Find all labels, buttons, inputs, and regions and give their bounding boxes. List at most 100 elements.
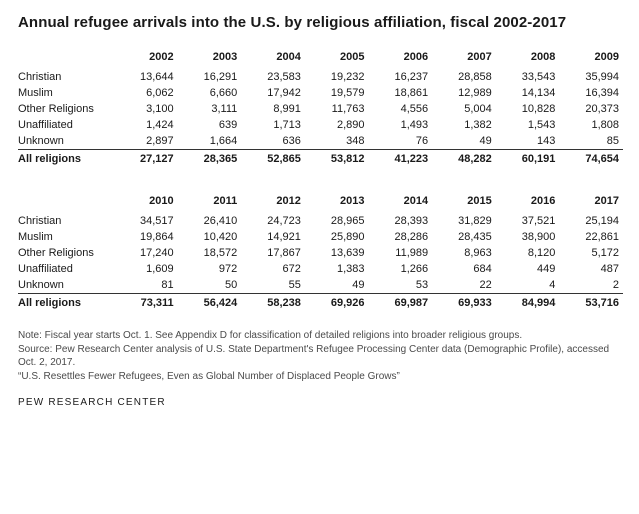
- cell: 18,861: [369, 85, 433, 101]
- cell: 449: [496, 261, 560, 277]
- cell: 5,172: [559, 245, 623, 261]
- cell: 14,134: [496, 85, 560, 101]
- year-header-row: 2010 2011 2012 2013 2014 2015 2016 2017: [18, 193, 623, 213]
- cell: 1,383: [305, 261, 369, 277]
- cell: 6,660: [178, 85, 242, 101]
- cell: 1,424: [114, 117, 178, 133]
- total-row: All religions 27,127 28,365 52,865 53,81…: [18, 150, 623, 168]
- cell: 19,579: [305, 85, 369, 101]
- cell: 81: [114, 277, 178, 294]
- row-label: Unaffiliated: [18, 261, 114, 277]
- cell: 143: [496, 133, 560, 150]
- year-header: 2008: [496, 49, 560, 69]
- cell: 76: [369, 133, 433, 150]
- cell: 24,723: [241, 213, 305, 229]
- refugee-table-block1: 2002 2003 2004 2005 2006 2007 2008 2009 …: [18, 49, 623, 167]
- total-row: All religions 73,311 56,424 58,238 69,92…: [18, 294, 623, 312]
- cell: 49: [432, 133, 496, 150]
- cell: 28,965: [305, 213, 369, 229]
- cell: 14,921: [241, 229, 305, 245]
- cell: 487: [559, 261, 623, 277]
- cell: 28,858: [432, 69, 496, 85]
- cell: 1,493: [369, 117, 433, 133]
- year-header: 2014: [369, 193, 433, 213]
- cell: 2,890: [305, 117, 369, 133]
- cell: 12,989: [432, 85, 496, 101]
- cell: 1,382: [432, 117, 496, 133]
- cell: 672: [241, 261, 305, 277]
- cell: 972: [178, 261, 242, 277]
- year-header: 2003: [178, 49, 242, 69]
- cell: 8,120: [496, 245, 560, 261]
- year-header: 2017: [559, 193, 623, 213]
- total-cell: 73,311: [114, 294, 178, 312]
- cell: 35,994: [559, 69, 623, 85]
- cell: 50: [178, 277, 242, 294]
- year-header: 2010: [114, 193, 178, 213]
- row-label: Unknown: [18, 277, 114, 294]
- cell: 1,609: [114, 261, 178, 277]
- cell: 19,864: [114, 229, 178, 245]
- total-cell: 69,933: [432, 294, 496, 312]
- cell: 16,237: [369, 69, 433, 85]
- table-row: Muslim 6,062 6,660 17,942 19,579 18,861 …: [18, 85, 623, 101]
- cell: 53: [369, 277, 433, 294]
- cell: 49: [305, 277, 369, 294]
- table-row: Unaffiliated 1,424 639 1,713 2,890 1,493…: [18, 117, 623, 133]
- total-cell: 56,424: [178, 294, 242, 312]
- table-row: Other Religions 17,240 18,572 17,867 13,…: [18, 245, 623, 261]
- year-header: 2006: [369, 49, 433, 69]
- cell: 3,100: [114, 101, 178, 117]
- year-header: 2009: [559, 49, 623, 69]
- refugee-table-block2: 2010 2011 2012 2013 2014 2015 2016 2017 …: [18, 193, 623, 311]
- total-cell: 27,127: [114, 150, 178, 168]
- year-header: 2002: [114, 49, 178, 69]
- cell: 4: [496, 277, 560, 294]
- total-cell: 84,994: [496, 294, 560, 312]
- year-header-row: 2002 2003 2004 2005 2006 2007 2008 2009: [18, 49, 623, 69]
- table-row: Muslim 19,864 10,420 14,921 25,890 28,28…: [18, 229, 623, 245]
- row-label: Unknown: [18, 133, 114, 150]
- year-header: 2015: [432, 193, 496, 213]
- cell: 18,572: [178, 245, 242, 261]
- cell: 10,420: [178, 229, 242, 245]
- total-cell: 74,654: [559, 150, 623, 168]
- footnotes: Note: Fiscal year starts Oct. 1. See App…: [18, 329, 623, 383]
- cell: 2: [559, 277, 623, 294]
- cell: 25,194: [559, 213, 623, 229]
- cell: 16,291: [178, 69, 242, 85]
- table-row: Other Religions 3,100 3,111 8,991 11,763…: [18, 101, 623, 117]
- cell: 33,543: [496, 69, 560, 85]
- cell: 37,521: [496, 213, 560, 229]
- table-row: Unknown 2,897 1,664 636 348 76 49 143 85: [18, 133, 623, 150]
- year-header: 2011: [178, 193, 242, 213]
- year-header: 2004: [241, 49, 305, 69]
- total-cell: 41,223: [369, 150, 433, 168]
- total-cell: 28,365: [178, 150, 242, 168]
- total-label: All religions: [18, 150, 114, 168]
- cell: 34,517: [114, 213, 178, 229]
- cell: 684: [432, 261, 496, 277]
- cell: 17,240: [114, 245, 178, 261]
- row-label: Unaffiliated: [18, 117, 114, 133]
- year-header: 2012: [241, 193, 305, 213]
- total-label: All religions: [18, 294, 114, 312]
- cell: 23,583: [241, 69, 305, 85]
- cell: 1,713: [241, 117, 305, 133]
- report-title-text: “U.S. Resettles Fewer Refugees, Even as …: [18, 370, 623, 384]
- total-cell: 53,716: [559, 294, 623, 312]
- table-row: Christian 34,517 26,410 24,723 28,965 28…: [18, 213, 623, 229]
- year-header: 2016: [496, 193, 560, 213]
- total-cell: 53,812: [305, 150, 369, 168]
- table-row: Unknown 81 50 55 49 53 22 4 2: [18, 277, 623, 294]
- cell: 2,897: [114, 133, 178, 150]
- cell: 639: [178, 117, 242, 133]
- cell: 55: [241, 277, 305, 294]
- total-cell: 48,282: [432, 150, 496, 168]
- cell: 28,435: [432, 229, 496, 245]
- source-text: Source: Pew Research Center analysis of …: [18, 343, 623, 370]
- cell: 20,373: [559, 101, 623, 117]
- cell: 22,861: [559, 229, 623, 245]
- row-label: Muslim: [18, 85, 114, 101]
- cell: 1,543: [496, 117, 560, 133]
